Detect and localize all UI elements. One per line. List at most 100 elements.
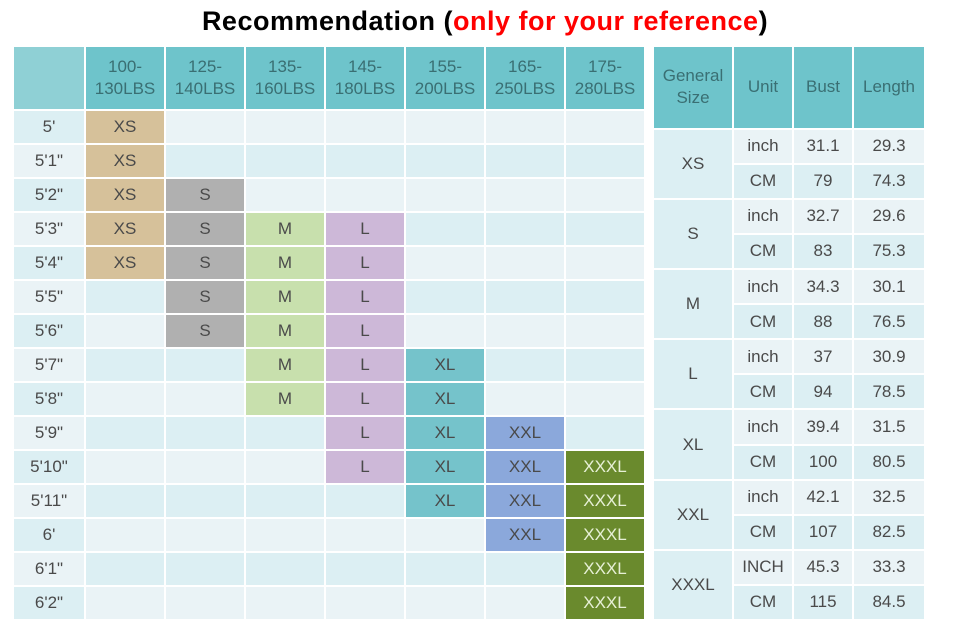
size-cell [326, 111, 404, 143]
bust-cell: 32.7 [794, 200, 852, 233]
size-cell [166, 485, 244, 517]
title-part1: Recommendation ( [202, 6, 453, 36]
length-cell: 84.5 [854, 586, 924, 619]
size-cell [486, 247, 564, 279]
bust-cell: 100 [794, 446, 852, 479]
size-cell: XXXL [566, 485, 644, 517]
size-cell [406, 247, 484, 279]
size-cell [406, 213, 484, 245]
size-cell: L [326, 315, 404, 347]
unit-cell: CM [734, 375, 792, 408]
size-cell [566, 281, 644, 313]
size-cell: XXL [486, 519, 564, 551]
unit-cell: CM [734, 586, 792, 619]
height-label: 5'6" [14, 315, 84, 347]
length-cell: 75.3 [854, 235, 924, 268]
height-label: 6'1" [14, 553, 84, 585]
size-cell [86, 587, 164, 619]
general-size-cell: XL [654, 410, 732, 478]
size-cell [246, 145, 324, 177]
bust-cell: 83 [794, 235, 852, 268]
size-cell: L [326, 417, 404, 449]
size-cell [486, 179, 564, 211]
size-cell [166, 519, 244, 551]
unit-cell: inch [734, 410, 792, 443]
unit-cell: CM [734, 165, 792, 198]
size-cell: XXXL [566, 519, 644, 551]
size-cell: XXXL [566, 451, 644, 483]
size-cell: M [246, 349, 324, 381]
size-cell [486, 587, 564, 619]
unit-cell: inch [734, 130, 792, 163]
measure-header: GeneralSize [654, 47, 732, 128]
title-part3: ) [759, 6, 769, 36]
size-cell: M [246, 213, 324, 245]
bust-cell: 115 [794, 586, 852, 619]
size-cell [566, 179, 644, 211]
size-cell: XS [86, 179, 164, 211]
size-cell [166, 383, 244, 415]
recommendation-table: 100-130LBS125-140LBS135-160LBS145-180LBS… [12, 45, 646, 621]
size-cell [86, 485, 164, 517]
size-cell [86, 451, 164, 483]
size-cell: XS [86, 111, 164, 143]
size-cell: XXL [486, 417, 564, 449]
size-cell [486, 111, 564, 143]
size-cell [166, 111, 244, 143]
height-label: 5'4" [14, 247, 84, 279]
size-cell: XS [86, 213, 164, 245]
length-cell: 31.5 [854, 410, 924, 443]
weight-header: 155-200LBS [406, 47, 484, 109]
height-label: 6'2" [14, 587, 84, 619]
measure-header: Bust [794, 47, 852, 128]
general-size-cell: XS [654, 130, 732, 198]
size-cell [486, 383, 564, 415]
general-size-cell: L [654, 340, 732, 408]
length-cell: 76.5 [854, 305, 924, 338]
size-cell: XXL [486, 451, 564, 483]
size-cell [566, 145, 644, 177]
size-cell: S [166, 179, 244, 211]
size-cell: XS [86, 247, 164, 279]
measure-header: Unit [734, 47, 792, 128]
measure-header: Length [854, 47, 924, 128]
size-cell [406, 315, 484, 347]
weight-header: 145-180LBS [326, 47, 404, 109]
unit-cell: INCH [734, 551, 792, 584]
unit-cell: inch [734, 340, 792, 373]
general-size-cell: XXL [654, 481, 732, 549]
height-label: 5' [14, 111, 84, 143]
size-cell [326, 519, 404, 551]
size-cell [86, 417, 164, 449]
unit-cell: inch [734, 270, 792, 303]
size-cell [566, 349, 644, 381]
size-cell [166, 451, 244, 483]
height-label: 5'2" [14, 179, 84, 211]
size-cell [246, 451, 324, 483]
size-cell [566, 383, 644, 415]
bust-cell: 31.1 [794, 130, 852, 163]
size-cell [246, 179, 324, 211]
size-cell: XS [86, 145, 164, 177]
size-cell: M [246, 247, 324, 279]
size-cell [166, 417, 244, 449]
size-cell: M [246, 383, 324, 415]
size-cell [246, 417, 324, 449]
size-cell: XXL [486, 485, 564, 517]
size-cell: L [326, 281, 404, 313]
size-cell [246, 587, 324, 619]
size-cell: L [326, 451, 404, 483]
size-cell: XL [406, 451, 484, 483]
weight-header: 135-160LBS [246, 47, 324, 109]
weight-header: 125-140LBS [166, 47, 244, 109]
unit-cell: CM [734, 446, 792, 479]
height-label: 5'8" [14, 383, 84, 415]
size-cell [166, 145, 244, 177]
size-cell [486, 213, 564, 245]
size-cell [246, 553, 324, 585]
height-label: 5'11" [14, 485, 84, 517]
size-cell: XXXL [566, 587, 644, 619]
size-cell [486, 553, 564, 585]
size-cell [406, 281, 484, 313]
length-cell: 29.6 [854, 200, 924, 233]
